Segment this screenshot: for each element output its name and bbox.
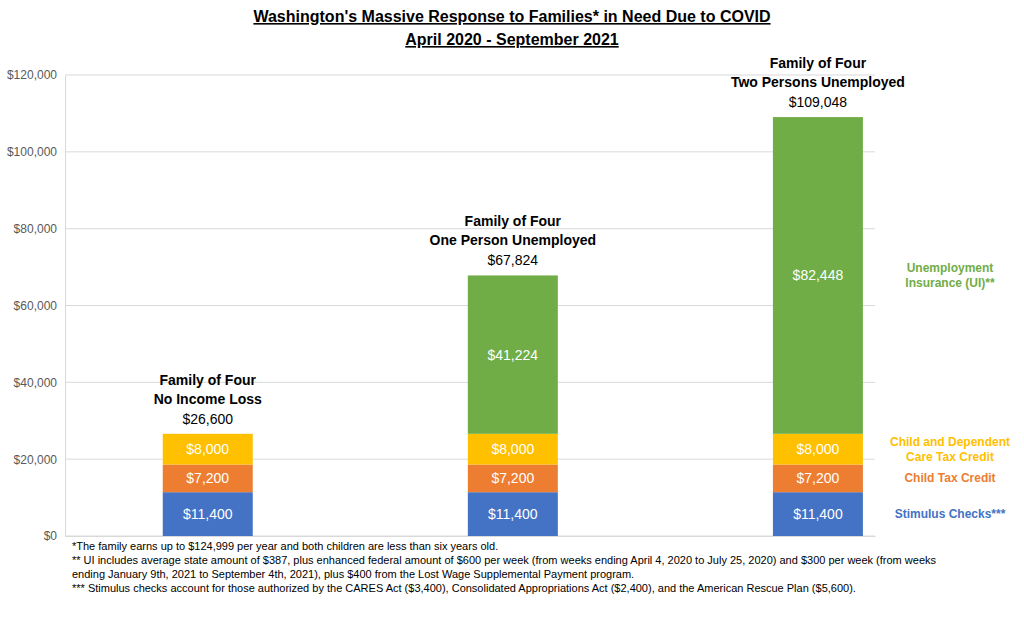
y-tick-label: $120,000	[7, 68, 57, 82]
y-tick-label: $0	[44, 529, 58, 543]
y-tick: $120,000	[7, 68, 65, 82]
legend-entry-line: Child and Dependent	[890, 435, 1010, 449]
data-label: $11,400	[183, 506, 233, 522]
data-label: $11,400	[793, 506, 843, 522]
bar-series	[163, 492, 863, 536]
y-tick-label: $20,000	[14, 453, 58, 467]
category-label: One Person Unemployed	[430, 232, 596, 248]
bar-segment	[468, 275, 558, 433]
data-label: $8,000	[797, 441, 840, 457]
bar-segment	[773, 492, 863, 536]
data-label: $8,000	[186, 441, 229, 457]
bar-segment	[163, 434, 253, 465]
bars	[163, 117, 863, 536]
subtitle: April 2020 - September 2021	[405, 31, 619, 48]
y-axis-line	[65, 76, 66, 537]
category-label: No Income Loss	[154, 391, 262, 407]
total-label: $109,048	[789, 94, 848, 110]
data-label: $41,224	[488, 347, 539, 363]
y-tick: $20,000	[14, 453, 65, 467]
legend-entry: UnemploymentInsurance (UI)**	[905, 261, 995, 290]
data-label: $7,200	[797, 470, 840, 486]
legend-entry-line: Unemployment	[907, 261, 994, 275]
bar-segment	[773, 465, 863, 493]
legend-entry-line: Child Tax Credit	[904, 471, 995, 485]
grid-line	[65, 151, 875, 152]
bar-segment	[773, 117, 863, 434]
total-label: $67,824	[488, 252, 539, 268]
bar-segment	[773, 434, 863, 465]
y-axis: $0 $20,000 $40,000 $60,000 $80,000 $100,000 $1…	[7, 68, 66, 543]
bar-segment	[468, 492, 558, 536]
category-label: Two Persons Unemployed	[731, 74, 905, 90]
data-labels: $11,400 $11,400 $11,400 $7,200 $7,200 $7,200 $…	[183, 267, 843, 522]
data-label: $7,200	[186, 470, 229, 486]
bar-segment	[163, 465, 253, 493]
category-label: Family of Four	[770, 55, 867, 71]
legend-entry: Child and DependentCare Tax Credit	[890, 435, 1010, 464]
note: ** UI includes average state amount of $…	[72, 554, 937, 566]
y-tick: $100,000	[7, 145, 65, 159]
data-label: $11,400	[488, 506, 538, 522]
y-tick-label: $100,000	[7, 145, 57, 159]
y-tick-label: $40,000	[14, 376, 58, 390]
x-axis	[66, 536, 876, 537]
y-tick: $0	[44, 529, 65, 543]
y-tick: $40,000	[14, 376, 65, 390]
category-label: Family of Four	[465, 213, 562, 229]
y-tick: $60,000	[14, 299, 65, 313]
legend-entry-line: Care Tax Credit	[906, 450, 994, 464]
note: *The family earns up to $124,999 per yea…	[72, 540, 498, 552]
y-tick: $80,000	[14, 222, 65, 236]
note: *** Stimulus checks account for those au…	[72, 582, 856, 594]
data-label: $7,200	[491, 470, 534, 486]
category-label: Family of Four	[160, 372, 257, 388]
legend: Stimulus Checks*** Child Tax Credit Child …	[890, 261, 1010, 521]
note: ending January 9th, 2021 to September 4t…	[72, 568, 634, 580]
y-tick-label: $60,000	[14, 299, 58, 313]
data-label: $82,448	[793, 267, 844, 283]
bar-headers: $26,600 Family of Four No Income Loss $67,8…	[154, 55, 905, 427]
legend-entry: Stimulus Checks***	[895, 507, 1006, 521]
grid	[65, 75, 875, 536]
legend-entry: Child Tax Credit	[904, 471, 995, 485]
legend-entry-line: Insurance (UI)**	[905, 276, 995, 290]
bar-series	[163, 434, 863, 465]
bar-segment	[468, 465, 558, 493]
bar-segment	[163, 492, 253, 536]
total-label: $26,600	[182, 411, 233, 427]
title: Washington's Massive Response to Familie…	[253, 8, 770, 25]
data-label: $8,000	[491, 441, 534, 457]
chart: Washington's Massive Response to Familie…	[0, 0, 1024, 620]
x-axis-line	[66, 536, 876, 537]
y-tick-label: $80,000	[14, 222, 58, 236]
bar-series	[163, 465, 863, 493]
bar-series	[468, 117, 863, 434]
notes: *The family earns up to $124,999 per yea…	[72, 540, 937, 594]
bar-segment	[468, 434, 558, 465]
legend-entry-line: Stimulus Checks***	[895, 507, 1006, 521]
